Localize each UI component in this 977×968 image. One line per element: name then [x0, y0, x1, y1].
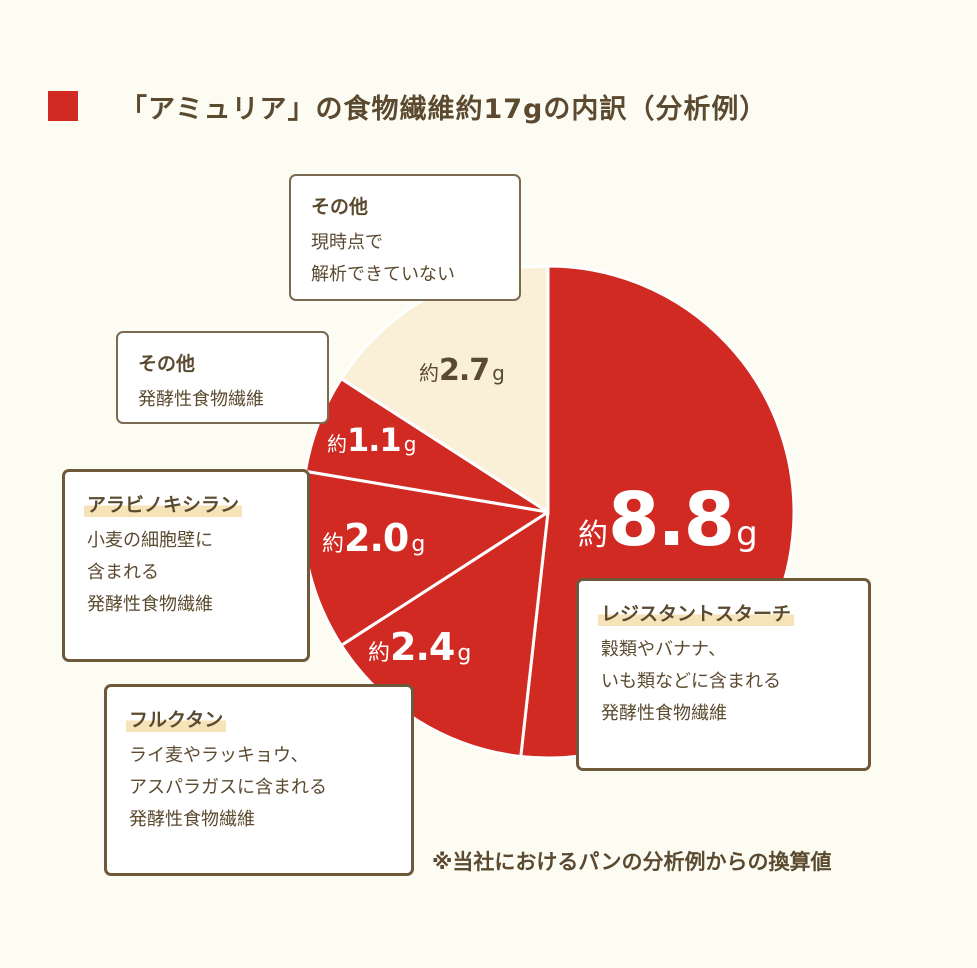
callout-line: アスパラガスに含まれる: [129, 777, 327, 798]
callout-title: フルクタン: [126, 705, 227, 732]
slice-value-arabinoxylan: 約2.0 g: [322, 516, 426, 560]
slice-value-resistant-starch: 約8.8g: [578, 477, 758, 563]
callout-title: その他: [138, 353, 196, 375]
legend-square: [48, 91, 78, 121]
callout-line: 発酵性食物繊維: [129, 809, 255, 830]
footnote: ※当社におけるパンの分析例からの換算値: [432, 850, 832, 874]
callout-other-fermentable: その他 発酵性食物繊維: [116, 331, 329, 424]
callout-line: 発酵性食物繊維: [601, 703, 727, 724]
callout-line: 発酵性食物繊維: [138, 389, 264, 410]
callout-arabinoxylan: アラビノキシラン 小麦の細胞壁に 含まれる 発酵性食物繊維: [62, 469, 310, 662]
callout-line: いも類などに含まれる: [601, 671, 781, 692]
callout-line: 現時点で: [311, 232, 383, 253]
callout-line: 穀類やバナナ、: [601, 639, 727, 660]
callout-title: その他: [311, 196, 369, 218]
callout-line: 解析できていない: [311, 264, 455, 285]
callout-line: 発酵性食物繊維: [87, 594, 213, 615]
callout-fructan: フルクタン ライ麦やラッキョウ、 アスパラガスに含まれる 発酵性食物繊維: [104, 684, 414, 876]
callout-line: ライ麦やラッキョウ、: [129, 745, 309, 766]
chart-header: 「アミュリア」の食物繊維約17gの内訳（分析例）: [48, 88, 768, 125]
chart-title: 「アミュリア」の食物繊維約17gの内訳（分析例）: [120, 93, 768, 125]
callout-line: 含まれる: [87, 562, 159, 583]
callout-line: 小麦の細胞壁に: [87, 530, 213, 551]
callout-other-unknown: その他 現時点で 解析できていない: [289, 174, 521, 301]
callout-title: アラビノキシラン: [84, 490, 243, 517]
slice-value-fructan: 約2.4 g: [368, 625, 472, 669]
callout-resistant-starch: レジスタントスターチ 穀類やバナナ、 いも類などに含まれる 発酵性食物繊維: [576, 578, 871, 771]
slice-value-other-fermentable: 約1.1 g: [327, 421, 417, 459]
callout-title: レジスタントスターチ: [598, 599, 795, 626]
slice-value-other-unknown: 約2.7 g: [419, 353, 505, 388]
